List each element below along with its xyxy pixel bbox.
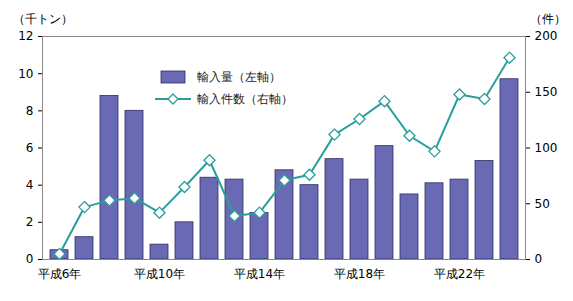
html-text:輸入件数（右軸）: 輸入件数（右軸） [197, 91, 293, 106]
svg-text:平成10年: 平成10年 [134, 267, 185, 281]
svg-text:50: 50 [535, 197, 550, 211]
svg-text:100: 100 [535, 141, 558, 155]
svg-text:平成22年: 平成22年 [434, 267, 485, 281]
svg-text:2: 2 [26, 215, 34, 229]
svg-text:0: 0 [26, 252, 34, 266]
svg-text:（件）: （件） [530, 12, 566, 26]
svg-text:12: 12 [18, 29, 33, 43]
html-text:輸入量（左軸）: 輸入量（左軸） [197, 69, 281, 84]
svg-text:平成14年: 平成14年 [234, 267, 285, 281]
svg-text:8: 8 [26, 104, 34, 118]
svg-text:200: 200 [535, 29, 558, 43]
svg-text:10: 10 [18, 67, 33, 81]
svg-text:（千トン）: （千トン） [13, 12, 73, 26]
svg-text:0: 0 [535, 252, 543, 266]
svg-text:6: 6 [26, 141, 34, 155]
svg-text:平成6年: 平成6年 [38, 267, 82, 281]
svg-text:4: 4 [26, 178, 34, 192]
svg-text:平成18年: 平成18年 [334, 267, 385, 281]
svg-text:150: 150 [535, 85, 558, 99]
